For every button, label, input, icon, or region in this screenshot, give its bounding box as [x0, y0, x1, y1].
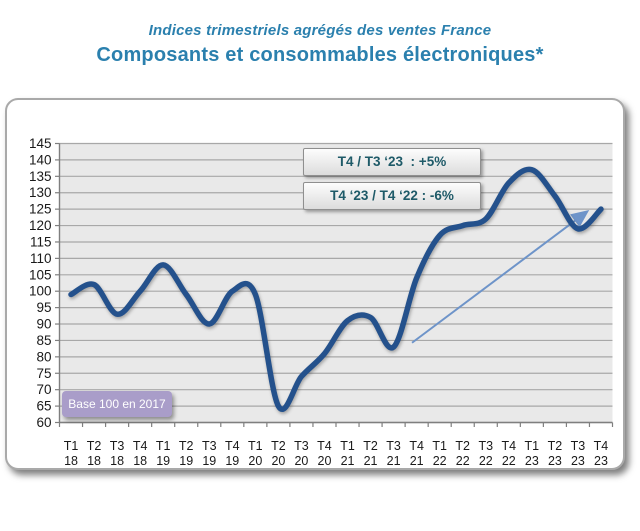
- y-axis-label: 110: [30, 251, 52, 266]
- x-axis-label-quarter: T2: [179, 439, 194, 453]
- x-axis-label-year: 20: [271, 454, 285, 468]
- x-axis-label-year: 21: [341, 454, 355, 468]
- y-axis-label: 70: [36, 382, 51, 397]
- x-axis-label-quarter: T1: [64, 439, 79, 453]
- chart-subtitle: Composants et consommables électroniques…: [96, 44, 544, 66]
- x-axis-label-quarter: T1: [340, 439, 355, 453]
- trend-arrow: [411, 210, 590, 344]
- x-axis-label-year: 21: [410, 454, 424, 468]
- x-axis-label-quarter: T3: [110, 439, 125, 453]
- x-axis-label-year: 18: [133, 454, 147, 468]
- chart-title: Indices trimestriels agrégés des ventes …: [148, 22, 492, 39]
- y-axis-label: 130: [29, 185, 52, 200]
- y-axis-label: 100: [29, 284, 52, 299]
- x-axis-label-year: 19: [179, 454, 193, 468]
- x-axis-label-quarter: T3: [294, 439, 309, 453]
- x-axis-label-year: 22: [433, 454, 447, 468]
- x-axis-label-quarter: T2: [363, 439, 378, 453]
- x-axis-label-year: 22: [456, 454, 470, 468]
- x-axis-label-quarter: T4: [502, 439, 517, 453]
- y-axis-label: 135: [29, 169, 52, 184]
- sales-index-series-line: [68, 166, 604, 412]
- x-axis-label-year: 19: [202, 454, 216, 468]
- x-axis-label-quarter: T3: [386, 439, 401, 453]
- x-axis-label-year: 23: [548, 454, 562, 468]
- y-axis-label: 80: [36, 349, 51, 364]
- x-axis-label-quarter: T3: [202, 439, 217, 453]
- x-axis-label-quarter: T1: [248, 439, 263, 453]
- x-axis-label-year: 19: [225, 454, 239, 468]
- x-axis-label-quarter: T2: [455, 439, 470, 453]
- chart-header: Indices trimestriels agrégés des ventes …: [0, 22, 640, 67]
- x-axis-label-quarter: T2: [87, 439, 102, 453]
- x-axis-label-year: 21: [387, 454, 401, 468]
- y-axis-label: 105: [29, 267, 52, 282]
- base-100-label: Base 100 en 2017: [62, 391, 172, 417]
- x-axis-label-year: 22: [479, 454, 493, 468]
- y-axis-label: 75: [36, 366, 51, 381]
- y-axis-label: 60: [36, 415, 51, 430]
- x-axis-label-quarter: T1: [432, 439, 447, 453]
- x-axis-label-year: 22: [502, 454, 516, 468]
- y-axis-label: 65: [36, 399, 51, 414]
- y-axis-label: 145: [29, 136, 52, 151]
- x-axis-label-year: 20: [248, 454, 262, 468]
- x-axis-label-year: 20: [294, 454, 308, 468]
- x-axis-label-quarter: T1: [156, 439, 171, 453]
- x-axis-label-year: 20: [318, 454, 332, 468]
- x-axis-label-year: 18: [64, 454, 78, 468]
- x-axis-label-quarter: T4: [409, 439, 424, 453]
- y-axis-label: 85: [36, 333, 51, 348]
- x-axis-label-quarter: T2: [271, 439, 286, 453]
- y-axis-label: 90: [36, 317, 51, 332]
- x-axis-label-year: 18: [87, 454, 101, 468]
- y-axis-label: 95: [36, 300, 51, 315]
- x-axis-label-year: 19: [156, 454, 170, 468]
- y-axis-label: 140: [29, 152, 52, 167]
- x-axis-label-year: 23: [571, 454, 585, 468]
- x-axis-label-quarter: T4: [317, 439, 332, 453]
- y-axis-label: 115: [30, 234, 52, 249]
- y-axis-label: 120: [29, 218, 52, 233]
- x-axis-label-year: 18: [110, 454, 124, 468]
- x-axis-label-quarter: T3: [571, 439, 586, 453]
- y-axis-label: 125: [29, 202, 52, 217]
- x-axis-label-year: 21: [364, 454, 378, 468]
- x-axis-label-quarter: T4: [594, 439, 609, 453]
- x-axis-label-quarter: T1: [525, 439, 540, 453]
- annotation-qoq-change: T4 / T3 ‘23 : +5%: [303, 148, 481, 176]
- x-axis-label-quarter: T4: [225, 439, 240, 453]
- x-axis-label-quarter: T3: [478, 439, 493, 453]
- x-axis-label-quarter: T2: [548, 439, 563, 453]
- x-axis-label-year: 23: [525, 454, 539, 468]
- x-axis-label-year: 23: [594, 454, 608, 468]
- annotation-yoy-change: T4 ‘23 / T4 ‘22 : -6%: [303, 182, 481, 210]
- x-axis-label-quarter: T4: [133, 439, 148, 453]
